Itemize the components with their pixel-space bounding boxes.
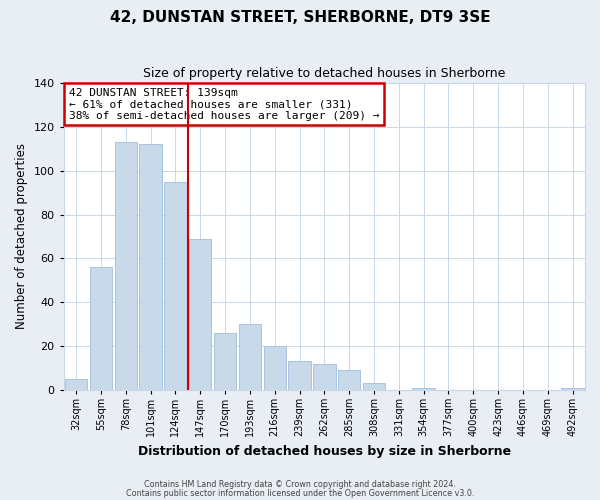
Bar	[65, 379, 87, 390]
Text: Contains public sector information licensed under the Open Government Licence v3: Contains public sector information licen…	[126, 488, 474, 498]
Bar	[313, 364, 335, 390]
Bar	[363, 384, 385, 390]
Bar	[562, 388, 584, 390]
Bar	[214, 333, 236, 390]
X-axis label: Distribution of detached houses by size in Sherborne: Distribution of detached houses by size …	[138, 444, 511, 458]
Bar	[189, 238, 211, 390]
Text: 42, DUNSTAN STREET, SHERBORNE, DT9 3SE: 42, DUNSTAN STREET, SHERBORNE, DT9 3SE	[110, 10, 490, 25]
Bar	[289, 362, 311, 390]
Bar	[115, 142, 137, 390]
Title: Size of property relative to detached houses in Sherborne: Size of property relative to detached ho…	[143, 68, 506, 80]
Bar	[139, 144, 162, 390]
Text: 42 DUNSTAN STREET: 139sqm
← 61% of detached houses are smaller (331)
38% of semi: 42 DUNSTAN STREET: 139sqm ← 61% of detac…	[69, 88, 379, 121]
Bar	[90, 267, 112, 390]
Bar	[239, 324, 261, 390]
Y-axis label: Number of detached properties: Number of detached properties	[15, 144, 28, 330]
Bar	[263, 346, 286, 390]
Bar	[338, 370, 361, 390]
Bar	[412, 388, 435, 390]
Bar	[164, 182, 187, 390]
Text: Contains HM Land Registry data © Crown copyright and database right 2024.: Contains HM Land Registry data © Crown c…	[144, 480, 456, 489]
